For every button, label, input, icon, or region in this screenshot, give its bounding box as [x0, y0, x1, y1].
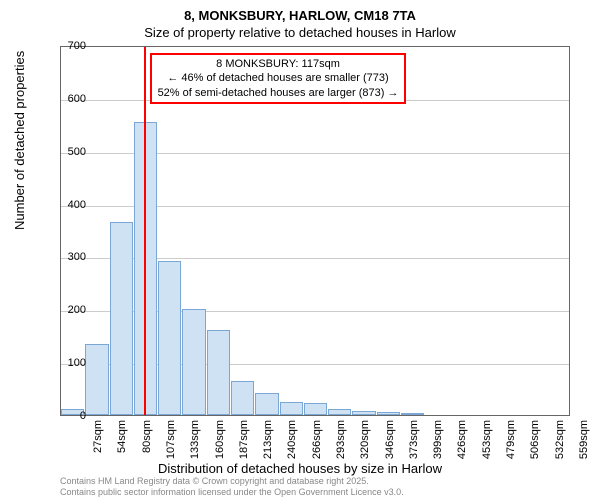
bar	[158, 261, 181, 415]
chart-header: 8, MONKSBURY, HARLOW, CM18 7TA Size of p…	[0, 8, 600, 40]
y-tick-label: 500	[68, 146, 86, 158]
bar	[231, 381, 254, 415]
annotation-box: 8 MONKSBURY: 117sqm← 46% of detached hou…	[150, 53, 407, 104]
attribution-text: Contains HM Land Registry data © Crown c…	[60, 476, 404, 498]
x-tick-label: 479sqm	[505, 420, 517, 460]
x-tick-label: 373sqm	[408, 420, 420, 460]
bar	[352, 411, 375, 415]
bar	[182, 309, 205, 415]
plot-area: 8 MONKSBURY: 117sqm← 46% of detached hou…	[60, 46, 570, 416]
bar	[110, 222, 133, 415]
y-axis-title: Number of detached properties	[12, 51, 27, 230]
x-axis-title: Distribution of detached houses by size …	[0, 461, 600, 476]
x-tick-label: 54sqm	[116, 420, 128, 460]
bar	[401, 413, 424, 415]
x-tick-label: 320sqm	[359, 420, 371, 460]
y-tick-label: 600	[68, 93, 86, 105]
annotation-line1: 8 MONKSBURY: 117sqm	[158, 57, 399, 71]
x-tick-label: 293sqm	[335, 420, 347, 460]
annotation-line3: 52% of semi-detached houses are larger (…	[158, 86, 399, 100]
x-tick-label: 532sqm	[554, 420, 566, 460]
y-tick-label: 100	[68, 357, 86, 369]
bar	[280, 402, 303, 415]
x-tick-label: 426sqm	[456, 420, 468, 460]
x-tick-label: 399sqm	[432, 420, 444, 460]
y-tick-label: 200	[68, 304, 86, 316]
x-tick-label: 133sqm	[189, 420, 201, 460]
chart-title: 8, MONKSBURY, HARLOW, CM18 7TA	[0, 8, 600, 23]
x-tick-label: 506sqm	[529, 420, 541, 460]
y-tick-label: 700	[68, 40, 86, 52]
x-tick-label: 213sqm	[262, 420, 274, 460]
y-tick-label: 400	[68, 199, 86, 211]
bar	[328, 409, 351, 415]
y-tick-label: 0	[80, 410, 86, 422]
x-tick-label: 559sqm	[578, 420, 590, 460]
x-tick-label: 187sqm	[238, 420, 250, 460]
attribution-line1: Contains HM Land Registry data © Crown c…	[60, 476, 404, 487]
x-tick-label: 453sqm	[481, 420, 493, 460]
x-tick-label: 346sqm	[384, 420, 396, 460]
bar	[255, 393, 278, 415]
bar	[377, 412, 400, 415]
marker-line	[144, 47, 146, 415]
annotation-line2: ← 46% of detached houses are smaller (77…	[158, 71, 399, 85]
x-tick-label: 107sqm	[165, 420, 177, 460]
bar	[85, 344, 108, 415]
attribution-line2: Contains public sector information licen…	[60, 487, 404, 498]
x-tick-label: 160sqm	[214, 420, 226, 460]
x-tick-label: 240sqm	[286, 420, 298, 460]
bar	[207, 330, 230, 415]
x-tick-label: 80sqm	[141, 420, 153, 460]
y-tick-label: 300	[68, 251, 86, 263]
bar	[304, 403, 327, 415]
chart-subtitle: Size of property relative to detached ho…	[0, 25, 600, 40]
x-tick-label: 27sqm	[92, 420, 104, 460]
x-tick-label: 266sqm	[311, 420, 323, 460]
